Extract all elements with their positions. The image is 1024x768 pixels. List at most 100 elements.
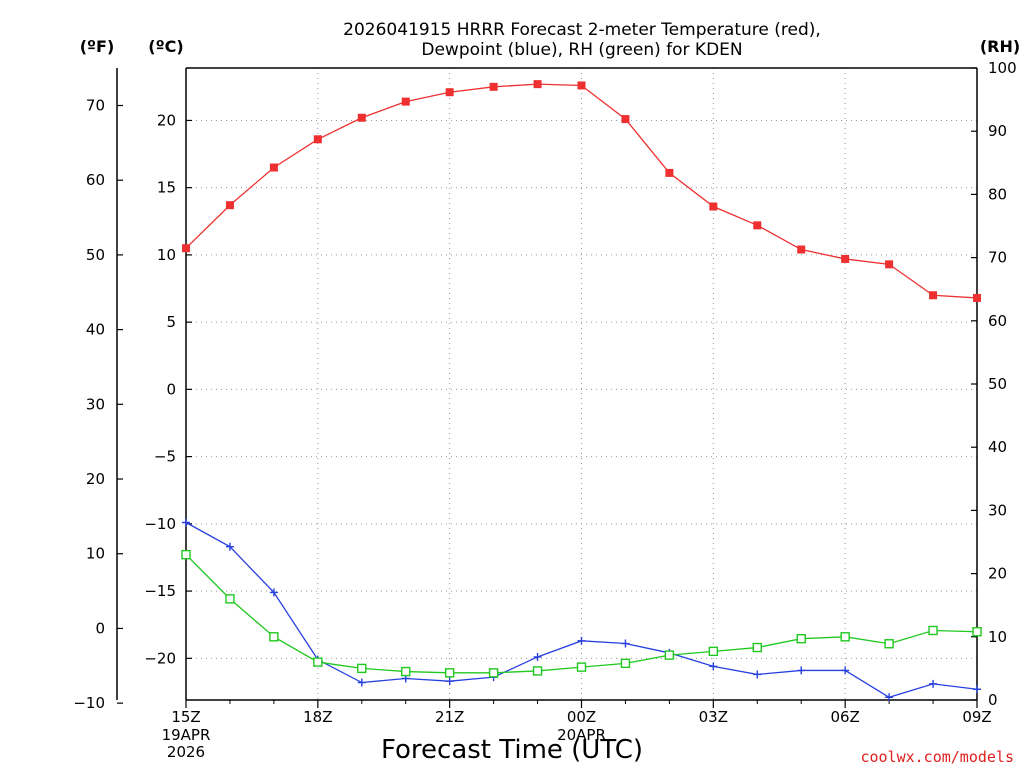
chart-title-line1: 2026041915 HRRR Forecast 2-meter Tempera… <box>343 20 821 40</box>
temperature-point <box>577 81 586 90</box>
temperature-point <box>885 260 894 269</box>
temperature-point <box>401 97 410 106</box>
celsius-tick-label: −10 <box>144 515 176 533</box>
celsius-tick-label: 15 <box>157 179 176 197</box>
rh-point <box>664 650 675 660</box>
rh-tick-label: 80 <box>988 185 1007 203</box>
dewpoint-point <box>797 666 806 675</box>
dewpoint-point <box>445 677 454 686</box>
rh-tick-label: 30 <box>988 501 1007 519</box>
celsius-tick-label: −15 <box>144 582 176 600</box>
dewpoint-point <box>182 518 190 527</box>
dewpoint-point <box>577 636 586 645</box>
x-axis-title: Forecast Time (UTC) <box>381 735 643 765</box>
temperature-point <box>665 168 674 177</box>
fahrenheit-tick-label: 10 <box>86 545 105 563</box>
rh-point <box>488 668 499 678</box>
dewpoint-point <box>225 542 234 551</box>
temperature-point <box>533 80 542 89</box>
fahrenheit-tick-label: 30 <box>86 395 105 413</box>
dewpoint-point <box>929 679 938 688</box>
celsius-tick-label: 5 <box>166 313 176 331</box>
rh-tick-label: 0 <box>988 691 998 709</box>
rh-tick-label: 20 <box>988 565 1007 583</box>
fahrenheit-tick-label: 70 <box>86 97 105 115</box>
rh-point <box>620 658 631 669</box>
rh-point <box>313 657 323 667</box>
temperature-point <box>621 115 630 124</box>
temperature-point <box>709 202 718 211</box>
temperature-point <box>929 291 938 300</box>
x-tick-label: 09Z <box>962 708 991 726</box>
rh-axis-label: (RH) <box>980 37 1020 56</box>
source-credit: coolwx.com/models <box>860 748 1014 766</box>
temperature-point <box>313 135 322 144</box>
celsius-axis-label: (ºC) <box>148 37 183 56</box>
dewpoint-point <box>885 693 894 702</box>
rh-point <box>444 668 455 678</box>
temperature-point <box>269 163 278 172</box>
celsius-tick-label: 0 <box>166 380 176 398</box>
temperature-point <box>357 113 366 122</box>
temperature-point <box>797 245 806 254</box>
rh-point <box>269 632 279 642</box>
dewpoint-point <box>709 662 718 671</box>
rh-point <box>796 633 806 644</box>
fahrenheit-tick-label: −10 <box>73 694 105 712</box>
temperature-point <box>973 293 981 302</box>
fahrenheit-tick-label: 40 <box>86 321 105 339</box>
rh-tick-label: 60 <box>988 312 1007 330</box>
temperature-point <box>182 244 190 253</box>
fahrenheit-tick-label: 20 <box>86 470 105 488</box>
rh-point <box>401 666 411 677</box>
temperature-line <box>185 83 978 299</box>
x-tick-label: 21Z <box>435 708 464 726</box>
x-tick-label: 03Z <box>699 708 728 726</box>
grid-lines <box>186 68 977 700</box>
x-date-label: 20APR <box>557 726 606 744</box>
rh-tick-label: 10 <box>988 628 1007 646</box>
x-tick-label: 06Z <box>830 708 859 726</box>
celsius-tick-label: −20 <box>144 649 176 667</box>
x-tick-label: 15Z <box>171 708 200 726</box>
celsius-tick-label: 20 <box>157 111 176 129</box>
chart-title-line2: Dewpoint (blue), RH (green) for KDEN <box>421 40 742 60</box>
rh-point <box>708 646 719 657</box>
rh-tick-label: 90 <box>988 122 1007 140</box>
rh-tick-label: 50 <box>988 375 1007 393</box>
rh-point <box>840 632 850 642</box>
temperature-point <box>445 88 454 97</box>
fahrenheit-tick-label: 60 <box>86 171 105 189</box>
fahrenheit-axis-label: (ºF) <box>80 37 115 56</box>
rh-point <box>928 625 938 636</box>
dewpoint-point <box>621 639 630 648</box>
celsius-tick-label: 10 <box>157 246 176 264</box>
x-tick-label: 00Z <box>567 708 596 726</box>
rh-point <box>532 666 543 676</box>
rh-tick-label: 70 <box>988 249 1007 267</box>
dewpoint-point <box>357 678 366 687</box>
dewpoint-point <box>269 588 278 597</box>
rh-point <box>972 627 982 637</box>
dewpoint-point <box>753 670 762 679</box>
x-year-label: 2026 <box>167 743 205 761</box>
data-series <box>181 80 982 702</box>
rh-point <box>357 663 367 674</box>
celsius-tick-label: −5 <box>154 448 176 466</box>
temperature-point <box>225 201 234 210</box>
rh-point <box>181 549 191 560</box>
rh-tick-label: 100 <box>988 59 1017 77</box>
fahrenheit-tick-label: 50 <box>86 246 105 264</box>
dewpoint-point <box>973 685 981 694</box>
rh-point <box>884 639 894 649</box>
fahrenheit-tick-label: 0 <box>95 619 105 637</box>
x-date-label: 19APR <box>162 726 211 744</box>
dewpoint-point <box>533 652 542 661</box>
rh-point <box>576 662 587 672</box>
axes: 20151050−5−10−15−20706050403020100−10100… <box>73 59 1016 761</box>
temperature-point <box>489 82 498 91</box>
temperature-point <box>753 221 762 230</box>
dewpoint-point <box>841 666 850 675</box>
x-tick-label: 18Z <box>303 708 332 726</box>
